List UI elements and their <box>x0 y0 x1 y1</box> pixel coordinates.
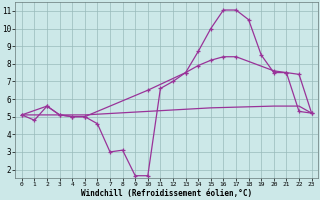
X-axis label: Windchill (Refroidissement éolien,°C): Windchill (Refroidissement éolien,°C) <box>81 189 252 198</box>
